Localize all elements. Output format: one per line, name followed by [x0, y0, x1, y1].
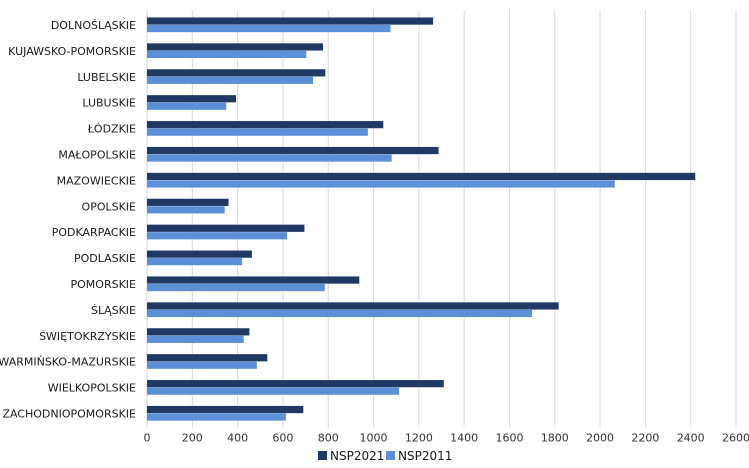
bar-nsp2021 — [147, 198, 229, 206]
category-label: POMORSKIE — [71, 278, 137, 291]
x-tick-label: 2200 — [631, 431, 659, 444]
bar-nsp2011 — [147, 387, 400, 395]
category-label: DOLNOŚLĄSKIE — [51, 19, 136, 32]
bar-nsp2011 — [147, 232, 288, 240]
category-label: WARMIŃSKO-MAZURSKIE — [0, 356, 136, 369]
bar-nsp2021 — [147, 276, 360, 284]
category-label: PODKARPACKIE — [52, 226, 136, 239]
bar-nsp2011 — [147, 258, 243, 266]
category-label: MAŁOPOLSKIE — [58, 148, 136, 161]
x-tick-label: 600 — [272, 431, 293, 444]
legend: NSP2021 NSP2011 — [318, 449, 452, 463]
bar-nsp2021 — [147, 146, 439, 155]
category-labels: DOLNOŚLĄSKIE KUJAWSKO-POMORSKIE LUBELSKIE L… — [0, 19, 136, 421]
category-label: ŁÓDZKIE — [87, 123, 136, 136]
bar-nsp2011 — [147, 24, 391, 33]
category-label: MAZOWIECKIE — [57, 174, 136, 187]
x-tick-label: 1800 — [541, 431, 569, 444]
bar-nsp2021 — [147, 17, 434, 25]
bar-nsp2011 — [147, 128, 368, 136]
bar-nsp2021 — [147, 69, 326, 77]
bar-nsp2021 — [147, 250, 252, 258]
category-label: OPOLSKIE — [82, 200, 137, 213]
bar-nsp2011 — [147, 154, 392, 162]
bar-nsp2011 — [147, 283, 325, 292]
bar-nsp2011 — [147, 335, 244, 343]
bar-nsp2021 — [147, 224, 305, 232]
bars — [147, 17, 696, 421]
x-tick-label: 2000 — [586, 431, 614, 444]
category-label: LUBELSKIE — [77, 71, 136, 84]
bar-nsp2021 — [147, 172, 696, 181]
gridlines — [146, 10, 737, 428]
x-tick-label: 0 — [144, 431, 151, 444]
bar-nsp2021 — [147, 302, 559, 310]
bar-nsp2011 — [147, 413, 286, 421]
bar-nsp2021 — [147, 121, 384, 129]
bar-nsp2011 — [147, 309, 533, 318]
legend-swatch-nsp2021 — [318, 451, 327, 460]
legend-label: NSP2011 — [398, 449, 452, 463]
x-tick-label: 2600 — [722, 431, 749, 444]
bar-nsp2021 — [147, 328, 250, 336]
category-label: LUBUSKIE — [82, 97, 136, 110]
x-tick-label: 800 — [318, 431, 339, 444]
x-tick-label: 1000 — [360, 431, 388, 444]
category-label: PODLASKIE — [74, 252, 136, 265]
bar-nsp2021 — [147, 43, 324, 51]
x-tick-label: 1600 — [495, 431, 523, 444]
category-label: WIELKOPOLSKIE — [48, 382, 136, 395]
bar-nsp2011 — [147, 50, 307, 59]
legend-swatch-nsp2011 — [386, 451, 395, 460]
bar-nsp2011 — [147, 76, 314, 84]
category-label: KUJAWSKO-POMORSKIE — [8, 45, 136, 58]
category-label: ŚLĄSKIE — [91, 304, 136, 317]
bar-nsp2011 — [147, 361, 257, 369]
x-tick-label: 1200 — [405, 431, 433, 444]
bar-nsp2011 — [147, 206, 225, 214]
legend-label: NSP2021 — [330, 449, 384, 463]
category-label: ZACHODNIOPOMORSKIE — [2, 407, 136, 420]
category-label: ŚWIĘTOKRZYSKIE — [39, 330, 136, 343]
bar-nsp2011 — [147, 102, 227, 110]
x-tick-label: 200 — [182, 431, 203, 444]
x-tick-label: 400 — [227, 431, 248, 444]
bar-nsp2021 — [147, 95, 237, 103]
x-tick-label: 1400 — [450, 431, 478, 444]
bar-nsp2021 — [147, 354, 268, 362]
x-tick-label: 2400 — [677, 431, 705, 444]
bar-nsp2021 — [147, 380, 444, 388]
x-axis-tick-labels: 0 200 400 600 800 1000 1200 1400 1600 1800 2000 220… — [144, 431, 749, 444]
bar-nsp2011 — [147, 180, 615, 188]
bar-nsp2021 — [147, 405, 304, 414]
